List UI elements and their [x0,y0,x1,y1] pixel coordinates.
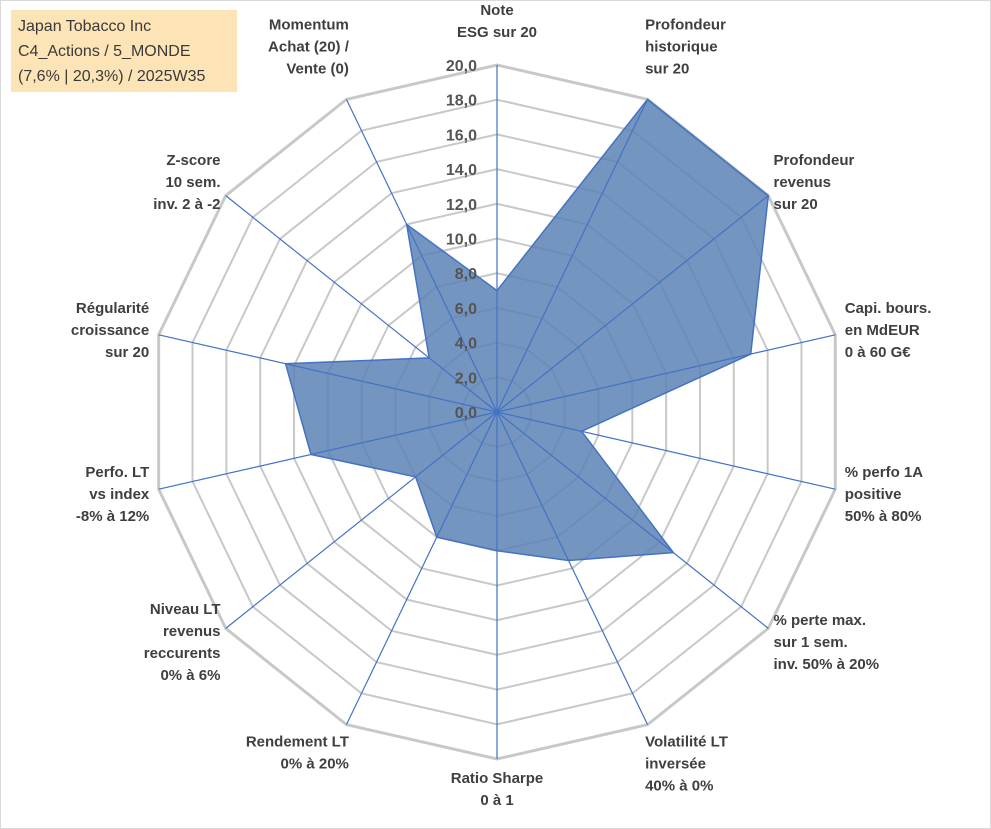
data-polygon [284,98,770,562]
axis-label-line: positive [845,486,902,503]
axis-label-line: Achat (20) / [268,39,350,56]
axis-label-line: Z-score [166,152,220,169]
axis-label: Rendement LT 0% à 20% [246,733,349,772]
axis-label: Régularité croissance sur 20 [71,300,149,361]
axis-label-line: inversée [645,755,706,772]
spoke [496,99,649,413]
axis-label-line: 40% à 0% [645,777,713,794]
axis-label: Profondeur revenus sur 20 [773,152,854,213]
axis-label-line: revenus [773,174,831,191]
spoke [158,411,498,490]
axis-label-line: sur 20 [773,196,817,213]
axis-label: Profondeur historique sur 20 [645,17,726,78]
axis-label: % perfo 1A positive 50% à 80% [845,464,924,525]
spoke [496,411,769,629]
radar-axis-labels: Note ESG sur 20 Profondeur historique sur 20… [71,2,932,809]
axis-label-line: Vente (0) [286,61,349,78]
axis-label-line: Volatilité LT [645,733,728,750]
axis-label-line: croissance [71,322,149,339]
axis-label-line: Ratio Sharpe [451,770,544,787]
axis-label-line: Profondeur [645,17,726,34]
axis-label-line: sur 1 sem. [773,634,847,651]
axis-label: Perfo. LT vs index -8% à 12% [76,464,150,525]
radar-series [284,98,770,562]
spoke [345,411,498,725]
spoke [158,334,498,413]
tick-label: 12,0 [446,197,477,214]
tick-label: 10,0 [446,232,477,249]
tick-label: 16,0 [446,127,477,144]
axis-label-line: -8% à 12% [76,508,149,525]
tick-label: 14,0 [446,162,477,179]
axis-label-line: 50% à 80% [845,508,922,525]
spoke [225,411,498,629]
axis-label: % perte max. sur 1 sem. inv. 50% à 20% [773,612,879,673]
spoke [496,411,836,490]
axis-label: Niveau LT revenus reccurents 0% à 6% [144,601,221,684]
axis-label: Note ESG sur 20 [457,2,537,41]
tick-label: 4,0 [455,336,477,353]
axis-label-line: Momentum [269,17,349,34]
axis-label-line: Perfo. LT [85,464,149,481]
radar-spokes [158,65,836,759]
axis-label-line: Note [480,2,513,19]
tick-label: 2,0 [455,370,477,387]
tick-label: 6,0 [455,301,477,318]
axis-label-line: 10 sem. [165,174,220,191]
tick-label: 18,0 [446,93,477,110]
axis-label-line: revenus [163,623,221,640]
tick-label: 8,0 [455,266,477,283]
spoke [496,195,769,413]
axis-label-line: Régularité [76,300,149,317]
spoke [496,334,836,413]
axis-label-line: sur 20 [645,61,689,78]
axis-label-line: Niveau LT [150,601,221,618]
axis-label-line: 0 à 1 [480,792,513,809]
axis-label: Momentum Achat (20) / Vente (0) [268,17,350,78]
axis-label-line: 0% à 6% [160,667,220,684]
axis-label-line: % perte max. [773,612,866,629]
axis-label-line: sur 20 [105,344,149,361]
axis-label-line: Profondeur [773,152,854,169]
tick-label: 20,0 [446,58,477,75]
axis-label-line: Rendement LT [246,733,349,750]
spoke [496,411,649,725]
axis-label: Capi. bours. en MdEUR 0 à 60 G€ [845,300,932,361]
axis-label-line: % perfo 1A [845,464,924,481]
info-box: Japan Tobacco Inc C4_Actions / 5_MONDE (… [11,10,237,92]
axis-label: Ratio Sharpe 0 à 1 [451,770,544,809]
axis-label: Z-score 10 sem. inv. 2 à -2 [153,152,220,213]
category-label: C4_Actions / 5_MONDE [18,43,191,60]
axis-label-line: Capi. bours. [845,300,932,317]
spoke [225,195,498,413]
axis-label-line: historique [645,39,718,56]
spoke [345,99,498,413]
axis-label-line: 0% à 20% [281,755,349,772]
company-name: Japan Tobacco Inc [18,18,152,35]
radar-tick-labels: 0,0 2,0 4,0 6,0 8,0 10,0 12,0 14,0 16,0 18,0 20,0 [446,58,477,422]
axis-label-line: en MdEUR [845,322,920,339]
performance-week-label: (7,6% | 20,3%) / 2025W35 [18,68,206,85]
axis-label-line: reccurents [144,645,221,662]
axis-label-line: inv. 2 à -2 [153,196,220,213]
axis-label: Volatilité LT inversée 40% à 0% [645,733,728,794]
axis-label-line: vs index [89,486,150,503]
axis-label-line: 0 à 60 G€ [845,344,912,361]
axis-label-line: ESG sur 20 [457,24,537,41]
tick-label: 0,0 [455,405,477,422]
axis-label-line: inv. 50% à 20% [773,656,879,673]
